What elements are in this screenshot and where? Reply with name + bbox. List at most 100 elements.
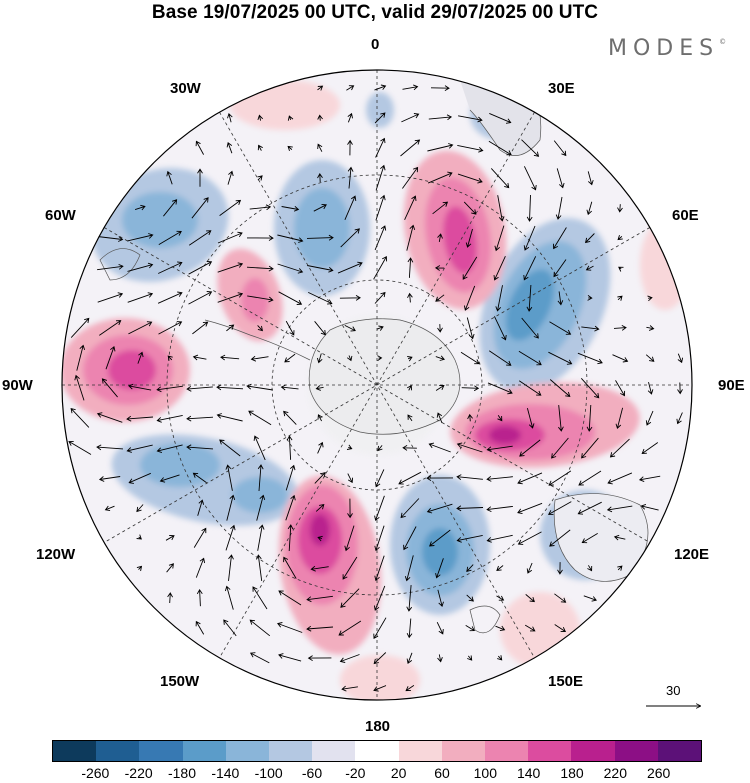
wind-arrow: [463, 285, 476, 311]
wind-arrow: [578, 470, 602, 486]
colorbar-tick-label: -180: [167, 765, 197, 781]
wind-arrow: [186, 415, 214, 422]
lon-label-0: 0: [371, 36, 380, 53]
wind-arrow: [436, 622, 444, 635]
wind-arrow: [156, 444, 183, 454]
wind-arrow: [344, 324, 356, 332]
wind-arrow: [456, 442, 483, 453]
wind-arrow: [377, 355, 383, 361]
wind-arrow: [281, 205, 300, 212]
wind-arrow: [495, 625, 506, 632]
wind-arrow: [521, 139, 540, 157]
wind-arrow: [523, 256, 537, 281]
wind-arrow: [374, 84, 387, 91]
wind-arrow: [467, 655, 473, 661]
wind-arrow: [435, 385, 445, 391]
wind-arrow: [249, 204, 272, 211]
wind-arrow: [373, 652, 387, 665]
colorbar-tick-label: -140: [211, 765, 240, 781]
wind-arrow: [403, 526, 417, 551]
colorbar-tick-label: 20: [390, 765, 407, 781]
wind-arrow: [465, 625, 476, 632]
lon-label-90e: 90E: [718, 377, 745, 394]
wind-arrow: [374, 555, 385, 582]
wind-arrow: [456, 534, 483, 543]
wind-arrow: [227, 170, 234, 185]
wind-arrow: [317, 173, 323, 183]
wind-arrow: [98, 476, 121, 482]
wind-arrow: [317, 535, 323, 542]
wind-arrow: [553, 227, 567, 250]
wind-arrow: [306, 625, 334, 632]
wind-arrow: [347, 166, 354, 189]
wind-arrow: [346, 355, 353, 362]
wind-arrow: [407, 292, 413, 303]
wind-arrow: [313, 203, 327, 212]
colorbar-tick-label: -60: [301, 765, 323, 781]
wind-arrow: [586, 201, 593, 216]
wind-arrow: [435, 294, 445, 302]
lon-label-60e: 60E: [672, 207, 699, 224]
wind-arrow: [526, 562, 533, 574]
wind-arrow: [373, 617, 387, 640]
wind-arrow: [426, 503, 453, 514]
wind-arrow: [97, 236, 124, 242]
wind-arrow: [257, 464, 264, 492]
wind-arrow: [339, 654, 360, 663]
colorbar-swatch: [485, 741, 529, 761]
colorbar-swatch: [355, 741, 399, 761]
wind-arrow: [521, 317, 539, 339]
wind-arrow: [617, 295, 623, 301]
wind-arrow: [188, 230, 212, 246]
wind-arrow: [250, 355, 269, 362]
wind-arrow: [406, 585, 413, 612]
wind-arrow: [253, 435, 266, 461]
colorbar-ticks: -260 -220 -180 -140 -100 -60 -20 20 60 100 140 180 2…: [52, 765, 702, 783]
wind-arrow: [196, 588, 203, 607]
wind-arrow: [314, 471, 326, 484]
wind-arrow: [493, 316, 507, 341]
wind-arrow: [246, 265, 274, 272]
wind-arrow: [257, 144, 263, 151]
wind-arrow: [677, 353, 684, 364]
wind-arrow: [526, 407, 535, 429]
wind-arrow: [156, 385, 183, 393]
wind-arrow: [192, 354, 207, 361]
wind-arrow: [283, 410, 297, 425]
wind-arrow: [97, 263, 124, 271]
colorbar-swatch: [269, 741, 313, 761]
wind-arrow: [548, 351, 573, 365]
wind-arrow: [225, 524, 236, 551]
wind-arrow: [465, 228, 473, 248]
wind-arrow: [76, 344, 86, 371]
wind-arrow: [167, 355, 173, 361]
wind-arrow: [429, 529, 451, 547]
wind-arrow: [462, 256, 478, 280]
wind-arrow: [400, 139, 421, 157]
wind-arrow: [489, 112, 512, 124]
wind-arrow: [401, 113, 420, 123]
wind-arrow: [496, 595, 505, 601]
wind-arrow: [435, 355, 446, 361]
wind-arrow: [613, 534, 626, 541]
wind-arrow: [519, 439, 541, 457]
wind-arrow: [548, 470, 572, 486]
wind-arrow: [457, 173, 483, 184]
wind-arrow: [486, 505, 513, 513]
wind-arrow: [68, 440, 92, 455]
wind-arrow: [518, 350, 542, 366]
wind-arrow: [404, 195, 417, 220]
wind-arrow: [347, 112, 353, 123]
wind-arrow: [437, 233, 443, 242]
wind-arrow: [127, 262, 154, 272]
wind-arrow: [158, 261, 183, 274]
wind-arrow: [219, 439, 241, 457]
wind-arrow: [577, 501, 602, 515]
wind-arrow: [247, 295, 274, 303]
wind-arrow: [488, 350, 512, 366]
wind-arrow: [524, 624, 536, 632]
wind-arrow: [228, 554, 234, 581]
wind-arrow: [466, 594, 474, 602]
wind-arrow: [257, 114, 264, 121]
wind-arrow: [347, 498, 353, 519]
